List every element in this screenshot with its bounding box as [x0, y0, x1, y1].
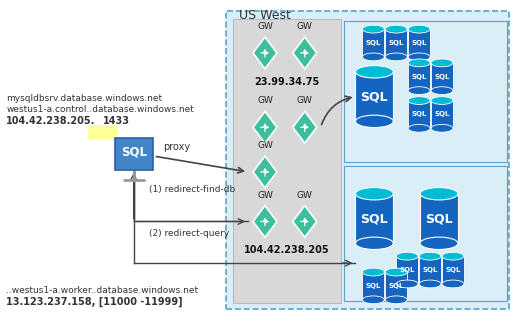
- Text: westus1-a.control..database.windows.net: westus1-a.control..database.windows.net: [6, 105, 194, 114]
- FancyBboxPatch shape: [419, 256, 441, 284]
- Text: 1433: 1433: [103, 116, 130, 126]
- Polygon shape: [253, 206, 277, 237]
- Text: GW: GW: [297, 97, 313, 106]
- Ellipse shape: [420, 188, 458, 200]
- Ellipse shape: [362, 25, 384, 33]
- Ellipse shape: [420, 237, 458, 249]
- Ellipse shape: [356, 188, 393, 200]
- Ellipse shape: [431, 87, 453, 95]
- Ellipse shape: [408, 87, 430, 95]
- FancyBboxPatch shape: [408, 29, 430, 57]
- Text: SQL: SQL: [361, 212, 388, 225]
- FancyBboxPatch shape: [431, 100, 453, 128]
- Ellipse shape: [408, 124, 430, 132]
- FancyBboxPatch shape: [344, 166, 507, 301]
- Ellipse shape: [362, 296, 384, 304]
- Ellipse shape: [408, 59, 430, 67]
- Ellipse shape: [385, 25, 407, 33]
- Text: SQL: SQL: [366, 40, 381, 46]
- FancyBboxPatch shape: [385, 29, 407, 57]
- Ellipse shape: [385, 53, 407, 61]
- Text: SQL: SQL: [399, 267, 415, 273]
- Ellipse shape: [362, 268, 384, 276]
- FancyBboxPatch shape: [226, 11, 509, 309]
- Text: SQL: SQL: [425, 212, 453, 225]
- Ellipse shape: [362, 53, 384, 61]
- Text: GW: GW: [257, 97, 273, 106]
- FancyBboxPatch shape: [362, 272, 384, 300]
- FancyBboxPatch shape: [362, 29, 384, 57]
- FancyBboxPatch shape: [356, 194, 393, 243]
- FancyBboxPatch shape: [442, 256, 464, 284]
- Polygon shape: [253, 156, 277, 188]
- Text: proxy: proxy: [164, 142, 190, 152]
- Ellipse shape: [396, 280, 418, 288]
- Text: SQL: SQL: [411, 40, 427, 46]
- Text: (1) redirect-find-db: (1) redirect-find-db: [149, 185, 235, 194]
- Ellipse shape: [385, 268, 407, 276]
- Polygon shape: [293, 206, 317, 237]
- Text: SQL: SQL: [434, 111, 449, 117]
- Ellipse shape: [431, 97, 453, 104]
- Text: SQL: SQL: [121, 145, 147, 158]
- Polygon shape: [293, 37, 317, 69]
- Text: SQL: SQL: [389, 283, 404, 289]
- Text: SQL: SQL: [434, 74, 449, 80]
- Text: (2) redirect-query: (2) redirect-query: [149, 229, 229, 238]
- Text: GW: GW: [257, 141, 273, 150]
- FancyBboxPatch shape: [115, 138, 153, 170]
- Text: ..westus1-a.worker..database.windows.net: ..westus1-a.worker..database.windows.net: [6, 286, 199, 295]
- Ellipse shape: [385, 296, 407, 304]
- Ellipse shape: [408, 53, 430, 61]
- Ellipse shape: [356, 115, 393, 128]
- FancyBboxPatch shape: [88, 125, 117, 139]
- Text: 23.99.34.75: 23.99.34.75: [254, 77, 319, 87]
- FancyBboxPatch shape: [356, 72, 393, 122]
- Ellipse shape: [442, 252, 464, 260]
- Ellipse shape: [356, 65, 393, 78]
- Ellipse shape: [431, 59, 453, 67]
- Text: SQL: SQL: [389, 40, 404, 46]
- Text: GW: GW: [297, 22, 313, 31]
- Polygon shape: [253, 37, 277, 69]
- Ellipse shape: [419, 280, 441, 288]
- FancyBboxPatch shape: [431, 63, 453, 91]
- Text: SQL: SQL: [411, 111, 427, 117]
- Ellipse shape: [419, 252, 441, 260]
- Text: 13.123.237.158, [11000 -11999]: 13.123.237.158, [11000 -11999]: [6, 296, 183, 307]
- Ellipse shape: [356, 237, 393, 249]
- Text: SQL: SQL: [411, 74, 427, 80]
- Text: US West: US West: [239, 9, 291, 22]
- Text: SQL: SQL: [361, 90, 388, 103]
- Text: 104.42.238.205: 104.42.238.205: [244, 245, 330, 255]
- Text: 104.42.238.205.: 104.42.238.205.: [6, 116, 96, 126]
- FancyBboxPatch shape: [408, 100, 430, 128]
- Polygon shape: [253, 111, 277, 143]
- Text: GW: GW: [257, 191, 273, 200]
- Text: SQL: SQL: [445, 267, 461, 273]
- Ellipse shape: [431, 124, 453, 132]
- FancyBboxPatch shape: [344, 21, 507, 162]
- FancyBboxPatch shape: [385, 272, 407, 300]
- Ellipse shape: [396, 252, 418, 260]
- Text: GW: GW: [297, 191, 313, 200]
- Text: mysqldbsrv.database.windows.net: mysqldbsrv.database.windows.net: [6, 94, 163, 102]
- Ellipse shape: [408, 97, 430, 104]
- Ellipse shape: [442, 280, 464, 288]
- Text: SQL: SQL: [423, 267, 438, 273]
- FancyBboxPatch shape: [396, 256, 418, 284]
- FancyBboxPatch shape: [408, 63, 430, 91]
- Polygon shape: [293, 111, 317, 143]
- Text: SQL: SQL: [366, 283, 381, 289]
- FancyBboxPatch shape: [233, 19, 341, 303]
- FancyBboxPatch shape: [420, 194, 458, 243]
- Text: GW: GW: [257, 22, 273, 31]
- Ellipse shape: [408, 25, 430, 33]
